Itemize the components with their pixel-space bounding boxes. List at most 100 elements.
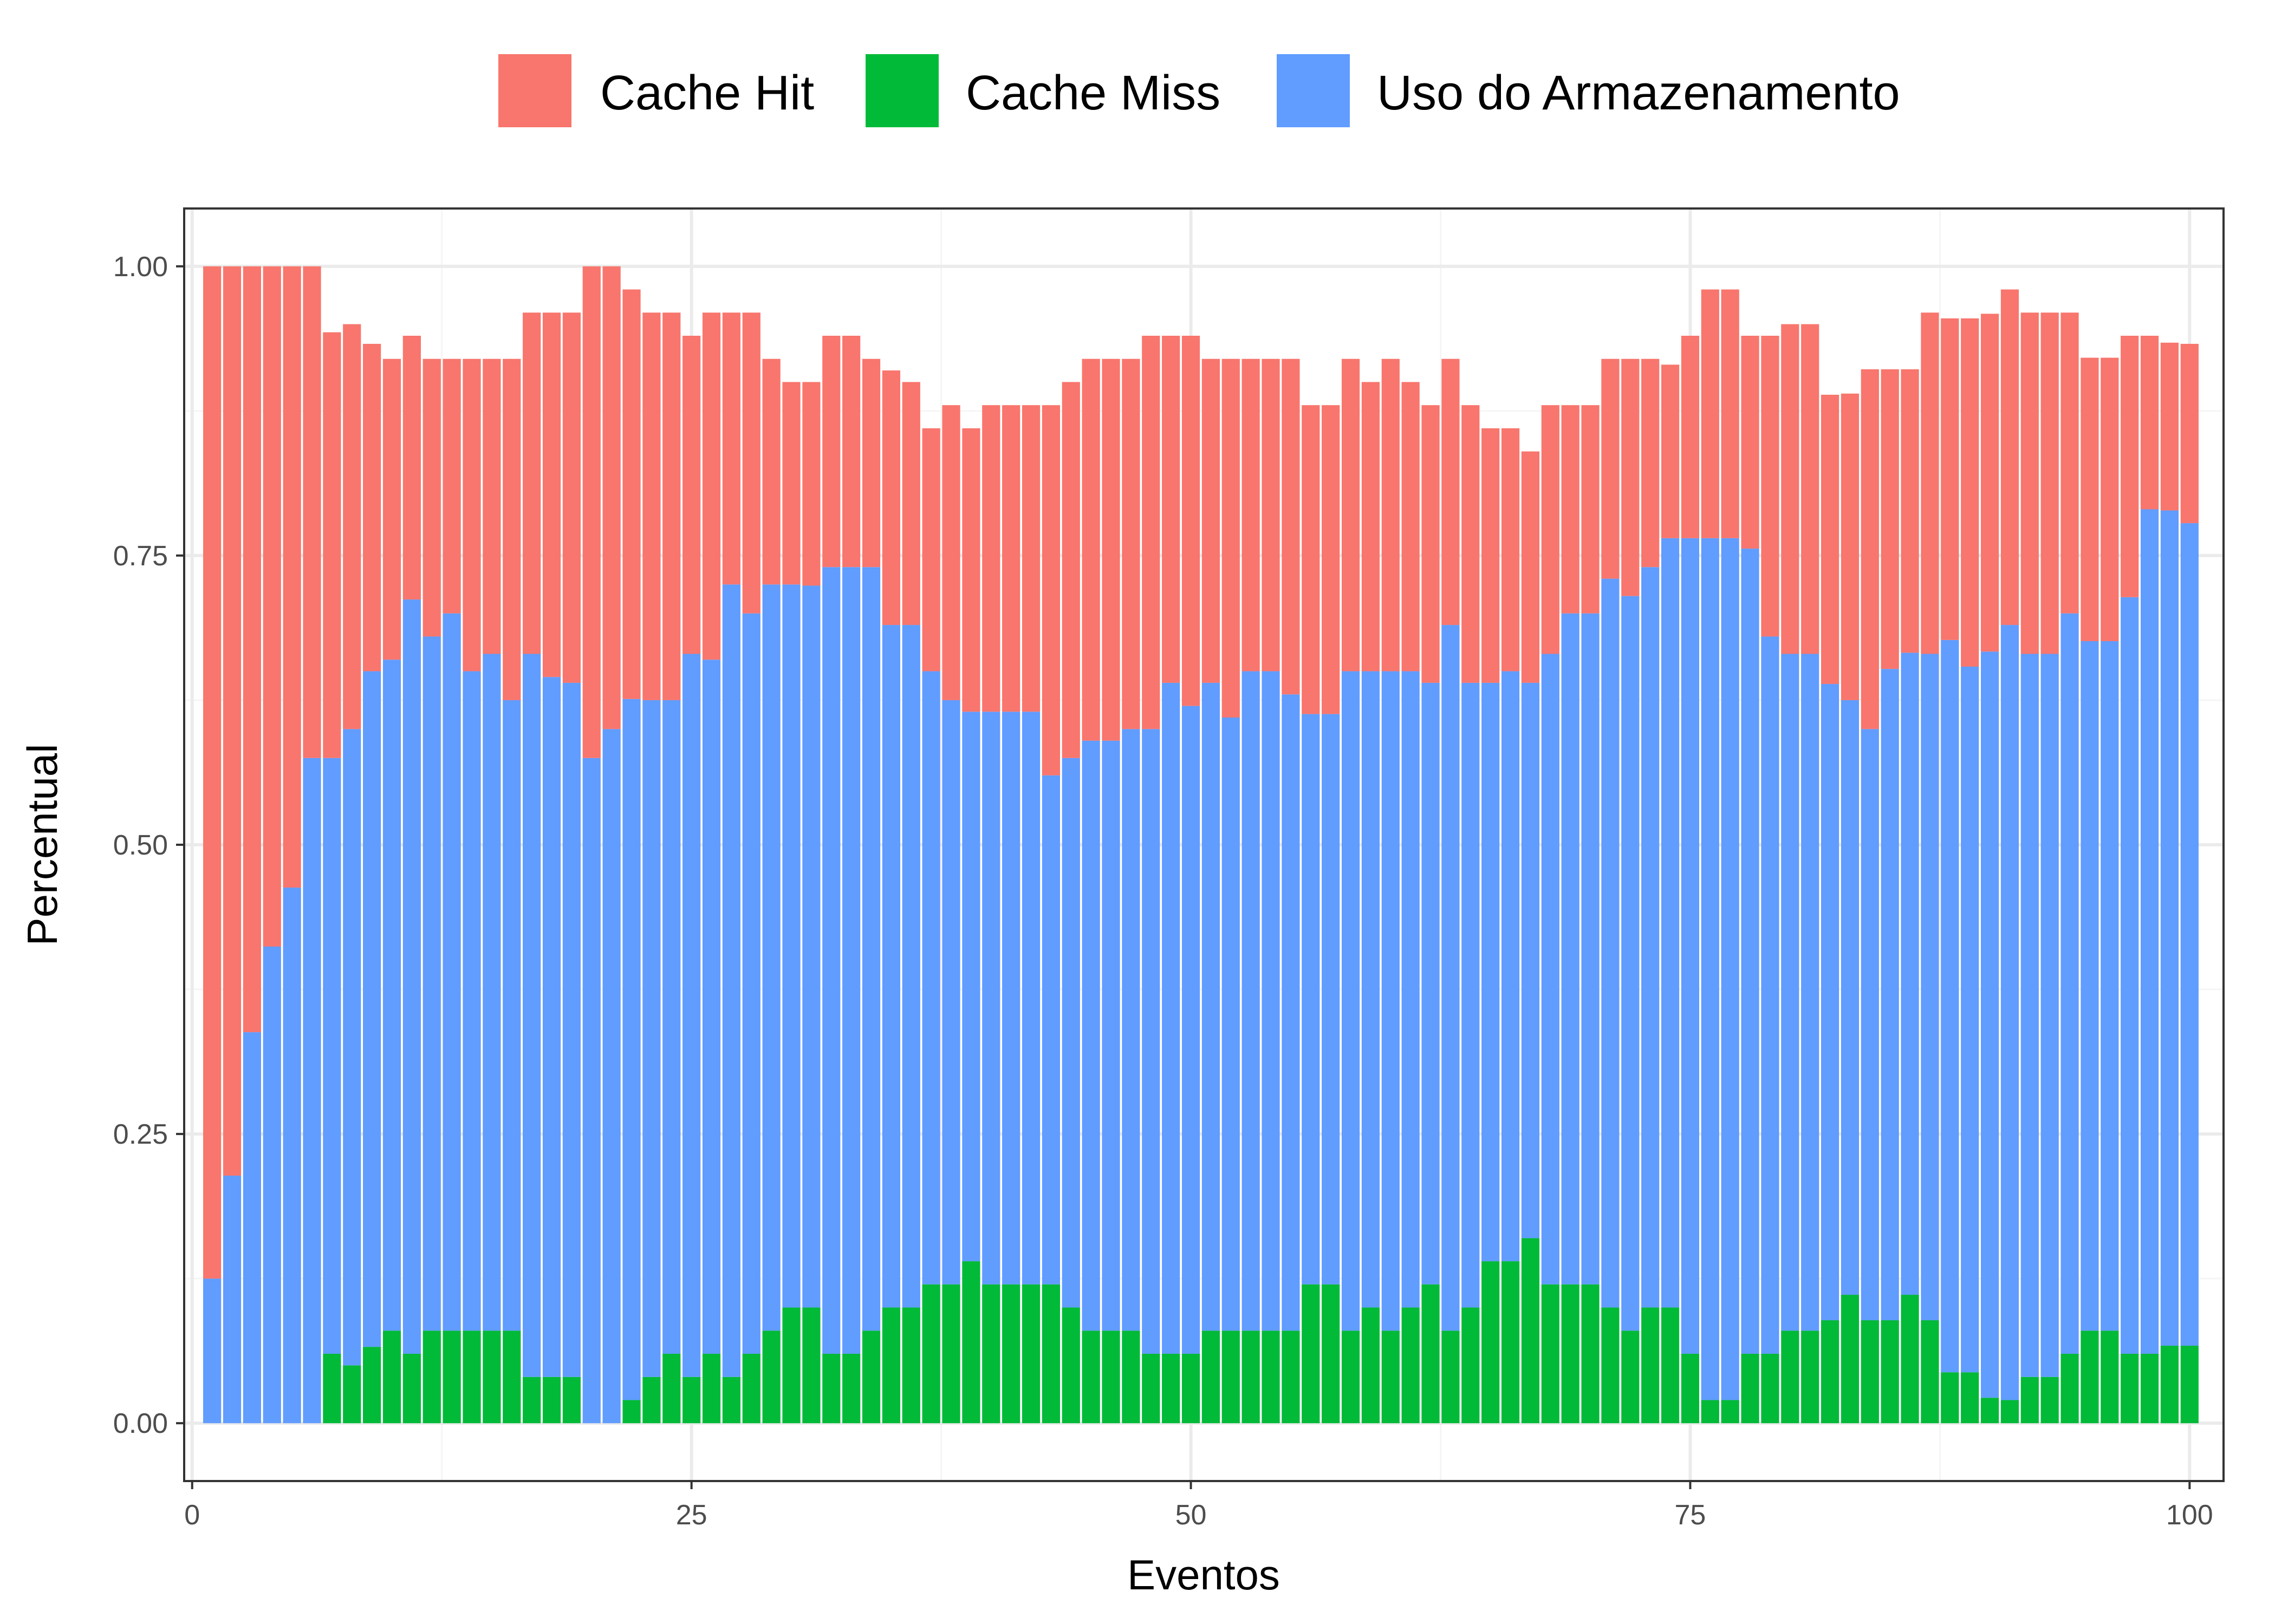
bar-cache-miss-12 bbox=[422, 1330, 441, 1424]
bar-cache-miss-91 bbox=[2000, 1400, 2019, 1424]
bar-cache-hit-88 bbox=[1941, 318, 1959, 640]
bar-cache-miss-65 bbox=[1481, 1261, 1500, 1424]
bar-uso-do-armazenamento-38 bbox=[942, 700, 960, 1284]
bar-cache-hit-55 bbox=[1282, 358, 1300, 695]
bar-cache-hit-79 bbox=[1761, 336, 1779, 637]
bar-cache-hit-95 bbox=[2081, 357, 2099, 641]
bar-cache-hit-91 bbox=[2000, 289, 2019, 625]
bar-uso-do-armazenamento-88 bbox=[1941, 640, 1959, 1373]
bar-cache-hit-75 bbox=[1681, 336, 1700, 538]
legend-key-cache-hit bbox=[498, 54, 571, 127]
bar-cache-miss-32 bbox=[822, 1354, 841, 1424]
bar-uso-do-armazenamento-40 bbox=[982, 712, 1000, 1284]
bar-cache-miss-27 bbox=[722, 1377, 740, 1424]
bar-uso-do-armazenamento-57 bbox=[1322, 714, 1340, 1284]
bar-cache-miss-87 bbox=[1921, 1320, 1939, 1424]
bar-cache-miss-56 bbox=[1302, 1284, 1320, 1424]
bar-uso-do-armazenamento-12 bbox=[422, 636, 441, 1331]
bar-cache-miss-25 bbox=[682, 1377, 701, 1424]
bar-uso-do-armazenamento-3 bbox=[243, 1032, 261, 1424]
bar-uso-do-armazenamento-63 bbox=[1441, 625, 1460, 1331]
bar-cache-miss-23 bbox=[642, 1377, 661, 1424]
bar-uso-do-armazenamento-84 bbox=[1861, 729, 1879, 1321]
bar-uso-do-armazenamento-53 bbox=[1242, 671, 1260, 1331]
bar-cache-hit-73 bbox=[1641, 358, 1660, 568]
bar-cache-hit-4 bbox=[263, 266, 281, 947]
bar-cache-miss-69 bbox=[1561, 1284, 1580, 1424]
bar-uso-do-armazenamento-49 bbox=[1162, 682, 1180, 1354]
bar-cache-miss-54 bbox=[1262, 1330, 1280, 1424]
bar-cache-hit-36 bbox=[902, 382, 920, 625]
bar-uso-do-armazenamento-64 bbox=[1461, 682, 1480, 1308]
bar-uso-do-armazenamento-75 bbox=[1681, 538, 1700, 1354]
x-tick-label: 100 bbox=[2166, 1499, 2213, 1531]
bar-cache-hit-53 bbox=[1242, 358, 1260, 671]
bar-cache-miss-100 bbox=[2180, 1346, 2199, 1424]
bar-cache-miss-77 bbox=[1721, 1400, 1739, 1424]
bar-cache-hit-80 bbox=[1781, 324, 1799, 654]
bar-uso-do-armazenamento-56 bbox=[1302, 714, 1320, 1284]
bar-cache-hit-72 bbox=[1621, 358, 1640, 596]
bar-uso-do-armazenamento-13 bbox=[443, 613, 461, 1331]
bar-cache-hit-47 bbox=[1122, 358, 1140, 729]
legend: Cache Hit Cache Miss Uso do Armazenament… bbox=[498, 54, 1900, 127]
bar-uso-do-armazenamento-51 bbox=[1201, 682, 1220, 1331]
bar-cache-hit-63 bbox=[1441, 358, 1460, 625]
legend-label-cache-miss: Cache Miss bbox=[966, 66, 1220, 120]
bar-cache-hit-78 bbox=[1741, 336, 1759, 549]
bar-cache-miss-42 bbox=[1022, 1284, 1041, 1424]
bar-cache-miss-37 bbox=[922, 1284, 940, 1424]
bar-cache-miss-14 bbox=[463, 1330, 481, 1424]
bar-cache-miss-98 bbox=[2140, 1354, 2159, 1424]
bar-cache-hit-64 bbox=[1461, 405, 1480, 683]
bar-cache-hit-94 bbox=[2060, 312, 2079, 614]
bar-cache-miss-15 bbox=[483, 1330, 501, 1424]
bar-cache-miss-24 bbox=[662, 1354, 681, 1424]
bar-cache-hit-15 bbox=[483, 358, 501, 654]
bar-cache-hit-61 bbox=[1401, 382, 1420, 671]
y-axis-title: Percentual bbox=[18, 744, 66, 946]
bar-cache-miss-67 bbox=[1521, 1238, 1540, 1424]
bar-cache-miss-64 bbox=[1461, 1307, 1480, 1424]
bar-cache-hit-66 bbox=[1501, 428, 1520, 671]
bar-uso-do-armazenamento-4 bbox=[263, 947, 281, 1424]
bar-uso-do-armazenamento-91 bbox=[2000, 625, 2019, 1400]
bar-cache-miss-50 bbox=[1181, 1354, 1200, 1424]
bar-uso-do-armazenamento-23 bbox=[642, 700, 661, 1377]
bar-cache-hit-70 bbox=[1581, 405, 1600, 614]
bar-cache-miss-63 bbox=[1441, 1330, 1460, 1424]
bar-uso-do-armazenamento-42 bbox=[1022, 712, 1041, 1284]
bar-uso-do-armazenamento-29 bbox=[762, 584, 781, 1331]
bar-cache-hit-11 bbox=[402, 336, 421, 600]
bar-cache-hit-49 bbox=[1162, 336, 1180, 683]
bar-uso-do-armazenamento-100 bbox=[2180, 523, 2199, 1346]
bar-cache-miss-92 bbox=[2020, 1377, 2039, 1424]
bar-cache-hit-85 bbox=[1881, 369, 1899, 669]
bar-cache-miss-28 bbox=[742, 1354, 760, 1424]
bar-cache-hit-56 bbox=[1302, 405, 1320, 714]
bar-uso-do-armazenamento-30 bbox=[782, 584, 801, 1308]
bar-cache-miss-44 bbox=[1062, 1307, 1080, 1424]
bar-cache-miss-7 bbox=[323, 1354, 341, 1424]
bar-cache-miss-51 bbox=[1201, 1330, 1220, 1424]
bar-cache-miss-8 bbox=[343, 1365, 361, 1424]
bar-uso-do-armazenamento-67 bbox=[1521, 682, 1540, 1238]
bar-cache-hit-71 bbox=[1601, 358, 1620, 579]
bar-uso-do-armazenamento-73 bbox=[1641, 567, 1660, 1308]
bar-cache-miss-82 bbox=[1821, 1320, 1839, 1424]
bar-cache-miss-34 bbox=[862, 1330, 881, 1424]
bar-cache-miss-74 bbox=[1661, 1307, 1680, 1424]
bar-cache-hit-1 bbox=[203, 266, 222, 1279]
bar-uso-do-armazenamento-54 bbox=[1262, 671, 1280, 1331]
bar-cache-hit-62 bbox=[1421, 405, 1440, 683]
bar-cache-hit-2 bbox=[223, 266, 242, 1176]
bar-cache-miss-49 bbox=[1162, 1354, 1180, 1424]
bar-uso-do-armazenamento-60 bbox=[1381, 671, 1400, 1331]
bar-cache-hit-69 bbox=[1561, 405, 1580, 614]
legend-label-uso-armazenamento: Uso do Armazenamento bbox=[1377, 66, 1900, 120]
bar-cache-miss-17 bbox=[523, 1377, 541, 1424]
bar-cache-hit-68 bbox=[1541, 405, 1559, 654]
bar-cache-miss-93 bbox=[2040, 1377, 2059, 1424]
y-tick-label: 1.00 bbox=[113, 251, 168, 283]
bar-cache-miss-71 bbox=[1601, 1307, 1620, 1424]
